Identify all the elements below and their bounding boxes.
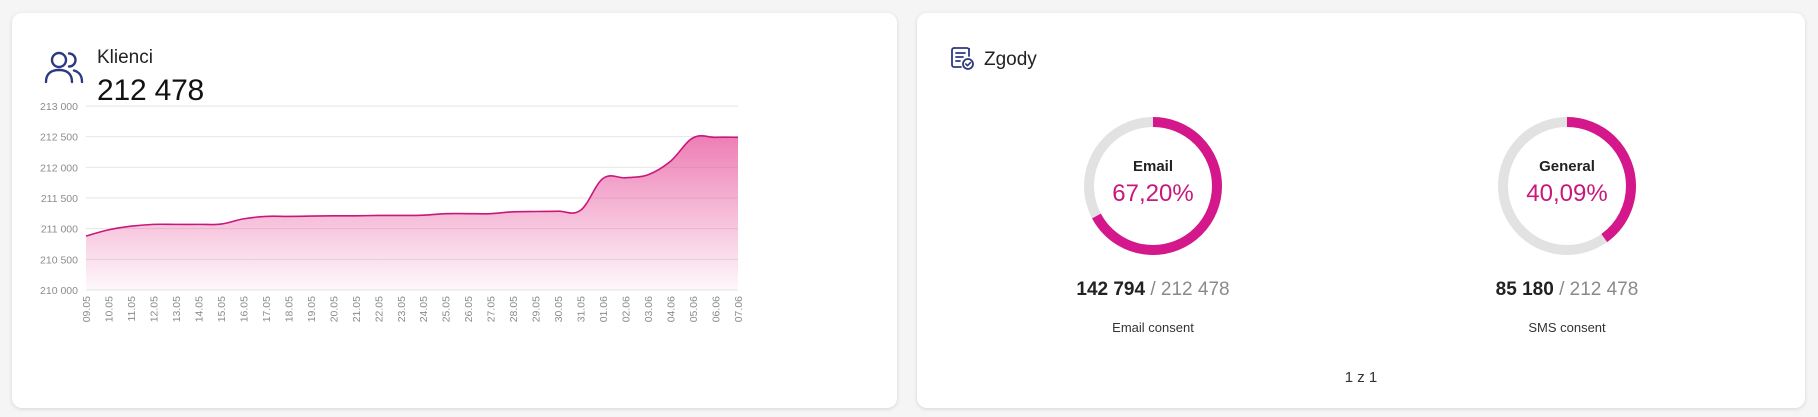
x-tick-label: 18.05: [283, 296, 295, 322]
clients-title: Klienci: [97, 47, 153, 68]
x-tick-label: 20.05: [328, 296, 340, 322]
pagination-label: 1 z 1: [1344, 369, 1378, 386]
y-tick-label: 211 500: [41, 193, 78, 205]
document-check-icon: [951, 47, 974, 70]
clients-area-chart: 09.05 10.05 11.05 12.05 13.05 14.05 15.05 16.05…: [40, 101, 745, 322]
x-tick-label: 17.05: [261, 296, 273, 322]
series-line: [85, 135, 739, 237]
x-tick-label: 05.06: [688, 296, 700, 322]
x-tick-label: 29.05: [531, 296, 543, 322]
x-tick-label: 26.05: [463, 296, 475, 322]
clients-card: Klienci 212 478 09.05 10.05 11.05 12.05 13.0…: [12, 13, 897, 408]
x-tick-label: 10.05: [103, 296, 115, 322]
x-tick-label: 06.06: [711, 296, 723, 322]
x-tick-label: 14.05: [193, 296, 205, 322]
x-tick-label: 21.05: [351, 296, 363, 322]
consent-sublabel: SMS consent: [1528, 320, 1606, 335]
donut-label: General: [1539, 158, 1595, 175]
consent-sublabel: Email consent: [1112, 320, 1194, 335]
general-consent-counts: 85 180 / 212 478: [1437, 279, 1697, 301]
x-tick-label: 22.05: [373, 296, 385, 322]
donut-arc-general: [1498, 117, 1636, 255]
x-tick-label: 13.05: [171, 296, 183, 322]
consent-count: 85 180: [1495, 279, 1554, 300]
x-tick-label: 11.05: [126, 296, 138, 322]
x-tick-label: 12.05: [148, 296, 160, 322]
x-tick-label: 19.05: [306, 296, 318, 322]
consent-total: / 212 478: [1150, 279, 1230, 300]
users-icon: [44, 51, 84, 84]
y-tick-label: 210 000: [40, 285, 78, 297]
consents-title: Zgody: [984, 49, 1037, 70]
clients-total: 212 478: [97, 74, 205, 107]
area-fill: [86, 135, 738, 290]
x-tick-label: 01.06: [598, 296, 610, 322]
donut-arc-email: [1084, 117, 1222, 255]
x-tick-label: 28.05: [508, 296, 520, 322]
x-tick-label: 27.05: [486, 296, 498, 322]
email-consent-counts: 142 794 / 212 478: [1023, 279, 1283, 301]
x-tick-label: 03.06: [643, 296, 655, 322]
x-tick-label: 09.05: [81, 296, 93, 322]
donut-percent: 40,09%: [1526, 180, 1608, 207]
donut-label: Email: [1132, 158, 1174, 175]
x-tick-label: 07.06: [733, 296, 745, 322]
y-tick-label: 211 000: [41, 224, 78, 236]
general-consent-donut: General 40,09%: [1497, 116, 1637, 256]
x-tick-label: 24.05: [418, 296, 430, 322]
x-tick-label: 15.05: [216, 296, 228, 322]
x-tick-label: 25.05: [441, 296, 453, 322]
x-tick-label: 02.06: [621, 296, 633, 322]
x-tick-label: 16.05: [238, 296, 250, 322]
y-tick-label: 210 500: [40, 254, 78, 266]
y-tick-label: 213 000: [40, 101, 78, 113]
x-tick-label: 23.05: [396, 296, 408, 322]
y-tick-label: 212 000: [40, 162, 78, 174]
x-tick-label: 04.06: [666, 296, 678, 322]
consent-count: 142 794: [1076, 279, 1146, 300]
donut-percent: 67,20%: [1112, 180, 1194, 207]
email-consent-donut: Email 67,20%: [1083, 116, 1223, 256]
x-tick-label: 31.05: [576, 296, 588, 322]
y-tick-label: 212 500: [40, 132, 78, 144]
consents-card: Zgody Email 67,20% 142 794 / 212 478 Ema…: [917, 13, 1805, 408]
consent-total: / 212 478: [1559, 279, 1639, 300]
x-tick-label: 30.05: [553, 296, 565, 322]
